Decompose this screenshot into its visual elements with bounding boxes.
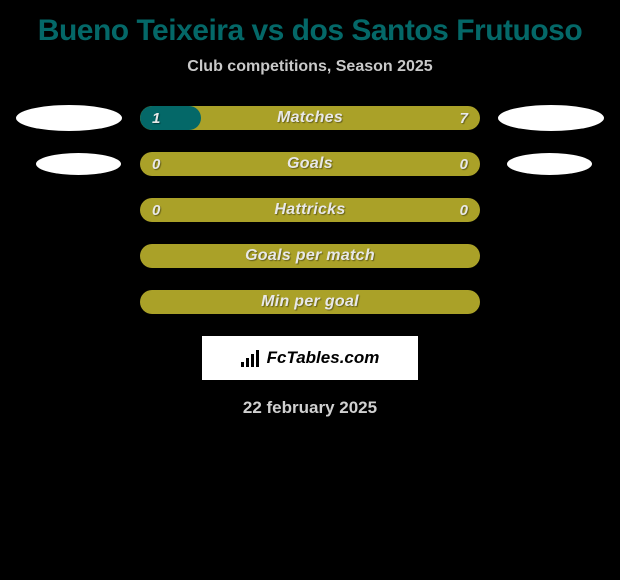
bar-chart-icon [241,349,263,367]
player-right-avatar-small [507,153,592,175]
stat-bar: Goals per match [140,244,480,268]
stat-label: Hattricks [274,201,345,219]
stat-right-value: 0 [460,198,468,222]
player-right-avatar [498,105,604,131]
stat-left-value: 0 [152,152,160,176]
stat-label: Min per goal [261,293,359,311]
stat-right-value: 7 [460,106,468,130]
stat-bar: 0 Hattricks 0 [140,198,480,222]
page-title: Bueno Teixeira vs dos Santos Frutuoso [38,14,582,48]
stat-row-matches: 1 Matches 7 [10,106,610,130]
stat-right-value: 0 [460,152,468,176]
comparison-infographic: Bueno Teixeira vs dos Santos Frutuoso Cl… [0,0,620,426]
stat-label: Matches [277,109,343,127]
logo-text: FcTables.com [267,348,380,368]
source-logo: FcTables.com [202,336,418,380]
stat-bar-fill [140,106,201,130]
stat-left-value: 1 [152,106,160,130]
stat-bar: Min per goal [140,290,480,314]
stat-bar: 1 Matches 7 [140,106,480,130]
stat-row-mpg: Min per goal [10,290,610,314]
player-left-avatar-small [36,153,121,175]
stat-row-hattricks: 0 Hattricks 0 [10,198,610,222]
stat-row-gpm: Goals per match [10,244,610,268]
player-left-avatar [16,105,122,131]
stat-rows: 1 Matches 7 0 Goals 0 0 Hattricks 0 [10,106,610,314]
stat-left-value: 0 [152,198,160,222]
stat-bar: 0 Goals 0 [140,152,480,176]
stat-label: Goals [287,155,333,173]
subtitle: Club competitions, Season 2025 [187,58,432,76]
stat-row-goals: 0 Goals 0 [10,152,610,176]
date-label: 22 february 2025 [243,398,377,418]
stat-label: Goals per match [245,247,375,265]
